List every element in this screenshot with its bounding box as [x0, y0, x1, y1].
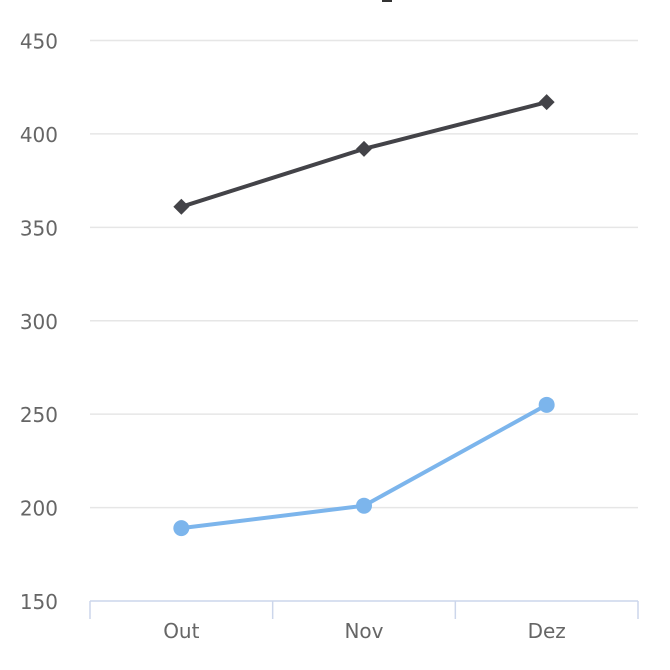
x-tick-label: Nov — [344, 619, 383, 643]
y-axis-tick-labels: 150 200 250 300 350 400 450 — [20, 30, 58, 615]
y-tick-label: 450 — [20, 30, 58, 54]
data-point-diamond — [538, 94, 555, 111]
y-tick-label: 400 — [20, 123, 58, 147]
x-tick-label: Dez — [528, 619, 566, 643]
y-tick-label: 150 — [20, 590, 58, 614]
data-point-diamond — [356, 140, 372, 157]
data-point-circle — [356, 497, 372, 514]
series-markers — [173, 94, 555, 537]
gridlines — [90, 39, 638, 509]
y-tick-label: 300 — [20, 310, 58, 334]
x-tick-label: Out — [163, 619, 199, 643]
data-point-circle — [538, 396, 555, 413]
data-point-circle — [173, 520, 190, 537]
y-tick-label: 200 — [20, 497, 58, 521]
title-fragment — [382, 0, 392, 2]
y-tick-label: 350 — [20, 216, 58, 240]
y-tick-label: 250 — [20, 403, 58, 427]
x-axis — [89, 600, 639, 619]
x-axis-tick-labels: Out Nov Dez — [163, 619, 566, 643]
data-point-diamond — [173, 198, 190, 215]
series-lines — [179, 100, 549, 531]
